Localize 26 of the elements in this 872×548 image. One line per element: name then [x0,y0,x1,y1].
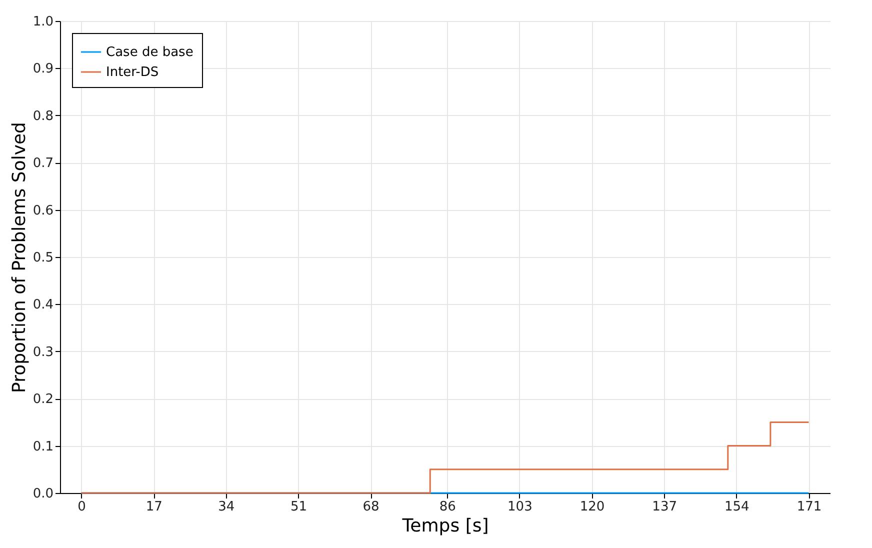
x-tick-label: 17 [146,500,162,514]
legend-label: Case de base [106,45,194,60]
y-tick-label: 0.1 [32,439,54,454]
y-axis-title: Proportion of Problems Solved [8,122,30,393]
y-tick-label: 0.8 [32,108,54,124]
y-tick-label: 0.0 [32,486,54,502]
x-tick-label: 34 [218,500,235,514]
x-tick-label: 51 [290,500,308,514]
legend-label: Inter-DS [106,65,159,80]
x-tick-label: 86 [439,500,456,514]
x-tick-label: 154 [724,500,750,514]
x-tick-label: 120 [580,500,605,514]
y-tick-label: 0.6 [32,203,54,218]
y-tick-label: 0.3 [32,344,54,360]
y-tick-label: 0.9 [32,62,54,77]
x-axis-title: Temps [s] [401,516,489,536]
y-tick-label: 1.0 [32,14,54,30]
x-tick-label: 68 [362,500,380,514]
y-tick-label: 0.5 [32,250,54,266]
x-tick-label: 103 [508,500,532,514]
y-tick-label: 0.4 [32,298,54,313]
y-tick-label: 0.7 [32,156,54,172]
x-tick-label: 137 [652,500,677,514]
x-tick-label: 171 [796,500,822,514]
y-tick-label: 0.2 [32,392,54,408]
x-tick-label: 0 [78,500,86,514]
